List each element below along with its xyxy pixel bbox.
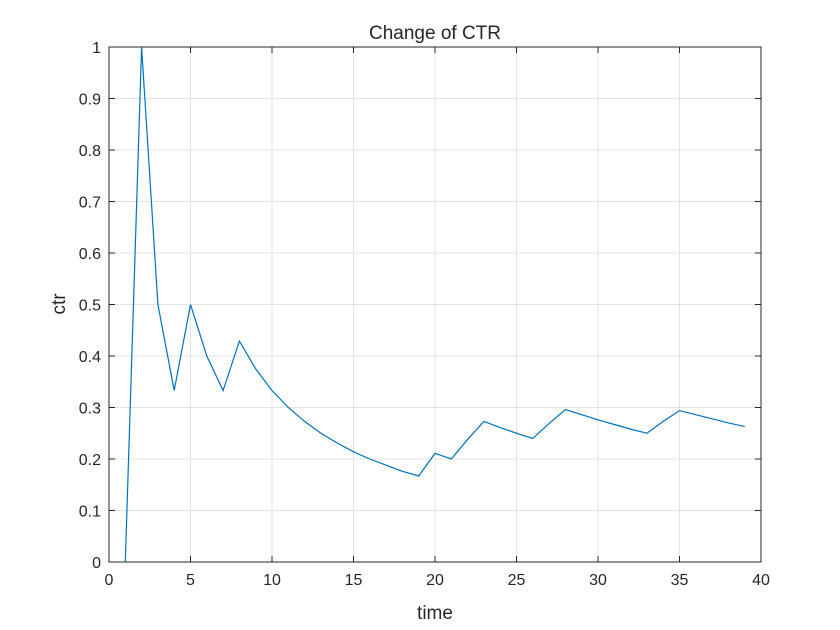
x-tick-label: 40 <box>752 572 770 589</box>
y-tick-label: 0.2 <box>79 452 101 469</box>
y-tick-label: 0.1 <box>79 504 101 521</box>
grid <box>108 46 762 563</box>
y-tick-label: 0.3 <box>79 401 101 418</box>
y-tick-label: 0.4 <box>79 349 101 366</box>
x-tick-label: 20 <box>426 572 444 589</box>
y-tick-label: 1 <box>92 40 101 57</box>
y-tick-label: 0 <box>92 555 101 572</box>
x-tick-label: 0 <box>105 572 114 589</box>
x-axis-ticks: 0 5 10 15 20 25 30 35 40 <box>105 47 770 589</box>
y-tick-label: 0.6 <box>79 246 101 263</box>
y-axis-title: ctr <box>49 293 70 315</box>
y-tick-label: 0.9 <box>79 92 101 109</box>
y-tick-label: 0.7 <box>79 195 101 212</box>
chart-title: Change of CTR <box>369 23 501 44</box>
y-tick-label: 0.8 <box>79 143 101 160</box>
y-axis-ticks: 0 0.1 0.2 0.3 0.4 0.5 0.6 0.7 0.8 0.9 1 <box>79 40 761 572</box>
y-tick-label: 0.5 <box>79 298 101 315</box>
x-tick-label: 15 <box>345 572 363 589</box>
x-tick-label: 5 <box>186 572 195 589</box>
x-tick-label: 10 <box>263 572 281 589</box>
x-tick-label: 35 <box>671 572 689 589</box>
x-axis-title: time <box>417 603 453 624</box>
series-layer <box>124 46 745 563</box>
x-tick-label: 30 <box>589 572 607 589</box>
x-tick-label: 25 <box>508 572 526 589</box>
